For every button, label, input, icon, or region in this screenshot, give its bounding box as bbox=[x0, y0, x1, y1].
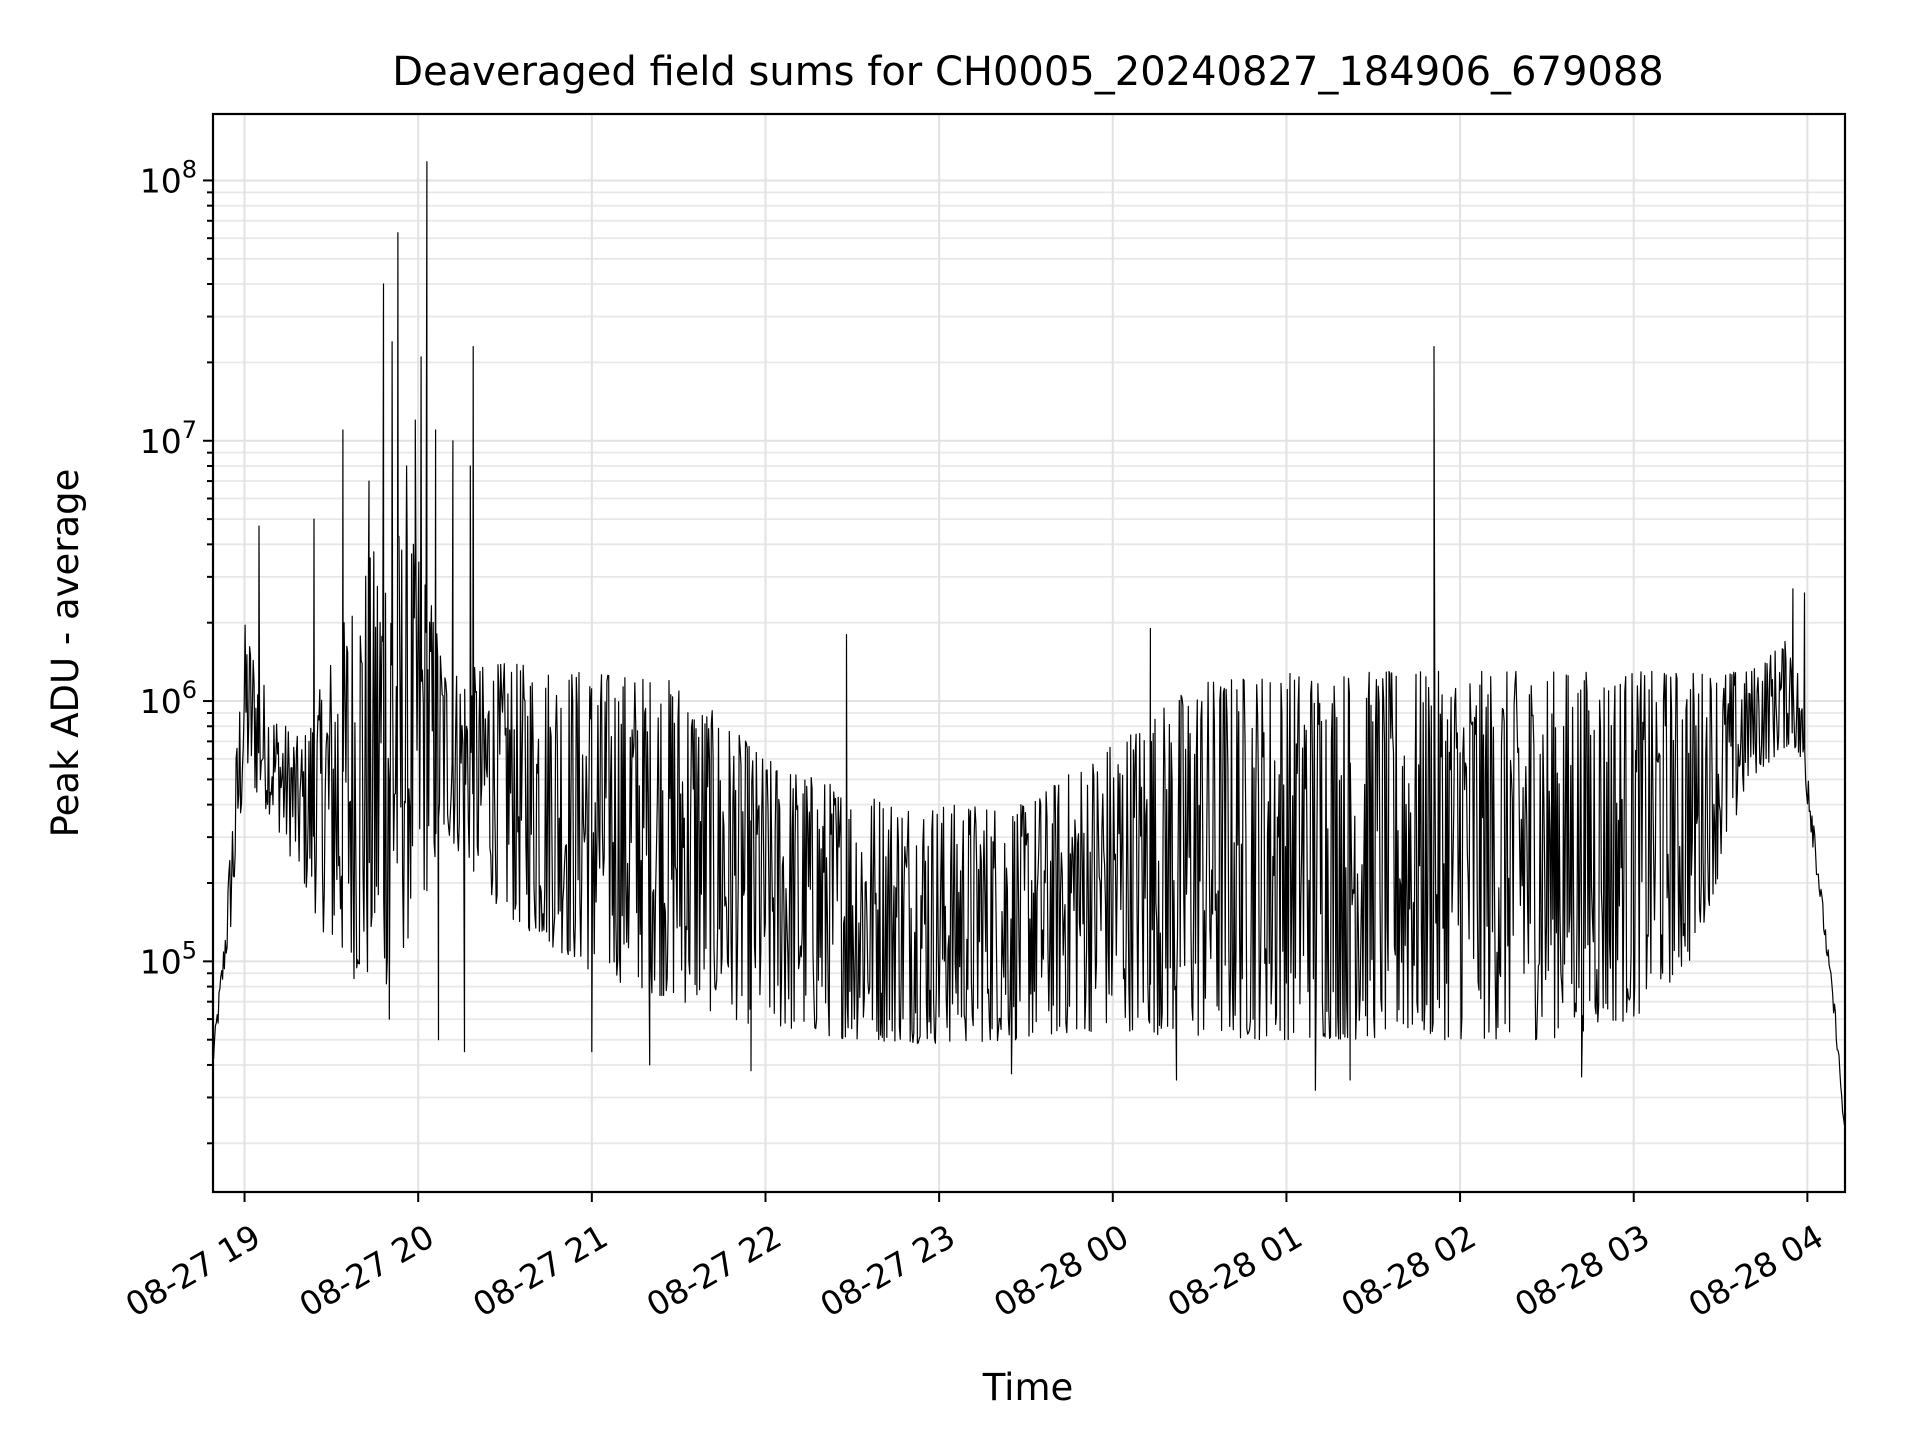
x-tick-label: 08-28 00 bbox=[987, 1217, 1135, 1325]
y-tick-label: 106 bbox=[140, 676, 197, 721]
x-tick-label: 08-27 22 bbox=[640, 1217, 788, 1325]
series-group bbox=[212, 161, 1845, 1126]
x-tick-label: 08-28 01 bbox=[1161, 1217, 1309, 1325]
x-tick-label: 08-27 23 bbox=[814, 1217, 962, 1325]
plot-frame bbox=[211, 112, 1847, 1194]
x-tick-label: 08-27 21 bbox=[466, 1217, 614, 1325]
y-tick-label: 107 bbox=[140, 416, 197, 461]
x-tick-label: 08-27 19 bbox=[119, 1217, 267, 1325]
y-tick-label: 105 bbox=[140, 936, 197, 981]
series-line bbox=[212, 161, 1845, 1126]
x-axis: 08-27 19 08-27 20 08-27 21 08-27 22 08-27 23… bbox=[119, 1192, 1830, 1325]
x-tick-label: 08-28 04 bbox=[1682, 1217, 1830, 1325]
chart-title: Deaveraged field sums for CH0005_2024082… bbox=[392, 49, 1664, 95]
x-axis-label: Time bbox=[982, 1366, 1074, 1409]
y-tick-label: 108 bbox=[140, 155, 197, 200]
x-tick-label: 08-28 03 bbox=[1508, 1217, 1656, 1325]
y-axis-label: Peak ADU - average bbox=[44, 469, 87, 838]
x-tick-label: 08-28 02 bbox=[1334, 1217, 1482, 1325]
y-axis: 105 106 107 108 bbox=[140, 155, 213, 1145]
x-tick-label: 08-27 20 bbox=[293, 1217, 441, 1325]
